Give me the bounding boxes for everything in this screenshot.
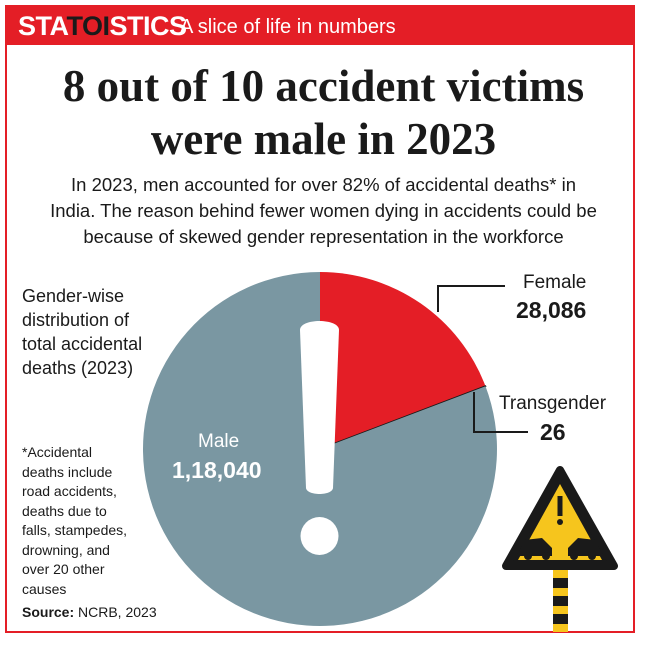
pie-slice-transgender xyxy=(319,385,487,450)
tagline: A slice of life in numbers xyxy=(180,16,396,38)
intro-line-1: In 2023, men accounted for over 82% of a… xyxy=(71,174,576,195)
data-label-transgender: 26 xyxy=(540,419,566,445)
intro-line-2: India. The reason behind fewer women dyi… xyxy=(50,200,597,221)
chart-label-line-4: deaths (2023) xyxy=(22,358,134,378)
chart-label-line-3: total accidental xyxy=(22,334,143,354)
headline-line-1: 8 out of 10 accident victims xyxy=(62,61,585,111)
transgender-leader-line xyxy=(473,392,528,433)
intro-line-3: because of skewed gender representation … xyxy=(83,226,564,247)
footnote-line-8: causes xyxy=(22,580,67,597)
footnote-line-2: deaths include xyxy=(22,463,113,480)
header-banner: STATOISTICS A slice of life in numbers xyxy=(7,7,633,45)
pie-slice-female xyxy=(320,272,486,449)
source-text: NCRB, 2023 xyxy=(78,604,157,620)
warning-sign-icon xyxy=(502,466,618,632)
chart-label-line-2: distribution of xyxy=(22,310,130,330)
legend-transgender-label: Transgender xyxy=(499,393,607,414)
leader-lines xyxy=(437,285,528,433)
footnote-line-4: deaths due to xyxy=(22,502,107,519)
data-label-female: 28,086 xyxy=(516,297,586,323)
headline-line-2: were male in 2023 xyxy=(150,114,497,164)
footnote-line-5: falls, stampedes, xyxy=(22,522,128,538)
source-label: Source: xyxy=(22,604,75,620)
footnote-line-3: road accidents, xyxy=(22,483,117,499)
footnote-line-1: *Accidental xyxy=(22,444,93,460)
legend-male-label: Male xyxy=(198,431,239,452)
source-line: Source: NCRB, 2023 xyxy=(22,604,157,620)
chart-label-line-1: Gender-wise xyxy=(22,286,125,306)
footnote-line-6: drowning, and xyxy=(22,541,110,558)
brand-logo: STATOISTICS xyxy=(18,11,187,41)
data-label-male: 1,18,040 xyxy=(172,457,262,483)
infographic-frame xyxy=(5,5,635,633)
legend-female-label: Female xyxy=(523,272,586,293)
female-leader-line xyxy=(437,285,505,312)
footnote-line-7: over 20 other xyxy=(22,561,105,577)
exclamation-icon xyxy=(300,321,339,555)
